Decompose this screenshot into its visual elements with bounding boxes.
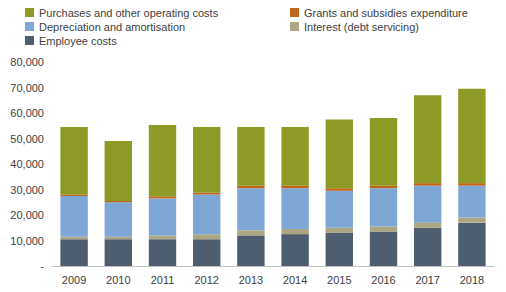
svg-text:2009: 2009 bbox=[62, 274, 86, 286]
svg-text:60,000: 60,000 bbox=[10, 107, 44, 119]
svg-text:70,000: 70,000 bbox=[10, 82, 44, 94]
svg-text:2016: 2016 bbox=[371, 274, 395, 286]
svg-text:2010: 2010 bbox=[106, 274, 130, 286]
svg-text:10,000: 10,000 bbox=[10, 235, 44, 247]
svg-text:80,000: 80,000 bbox=[10, 56, 44, 68]
svg-text:30,000: 30,000 bbox=[10, 184, 44, 196]
svg-text:20,000: 20,000 bbox=[10, 209, 44, 221]
svg-text:Employee costs: Employee costs bbox=[39, 35, 117, 47]
svg-text:2014: 2014 bbox=[283, 274, 307, 286]
svg-text:2013: 2013 bbox=[239, 274, 263, 286]
svg-text:Grants and subsidies expenditu: Grants and subsidies expenditure bbox=[304, 7, 468, 19]
svg-text:Purchases and other operating: Purchases and other operating costs bbox=[39, 7, 219, 19]
svg-text:50,000: 50,000 bbox=[10, 133, 44, 145]
svg-text:2012: 2012 bbox=[194, 274, 218, 286]
svg-text:Depreciation and amortisation: Depreciation and amortisation bbox=[39, 21, 185, 33]
svg-text:-: - bbox=[40, 260, 44, 272]
svg-text:2011: 2011 bbox=[151, 274, 175, 286]
svg-text:2017: 2017 bbox=[415, 274, 439, 286]
svg-text:Interest (debt servicing): Interest (debt servicing) bbox=[304, 21, 419, 33]
svg-text:2018: 2018 bbox=[460, 274, 484, 286]
svg-text:40,000: 40,000 bbox=[10, 158, 44, 170]
svg-text:2015: 2015 bbox=[327, 274, 351, 286]
